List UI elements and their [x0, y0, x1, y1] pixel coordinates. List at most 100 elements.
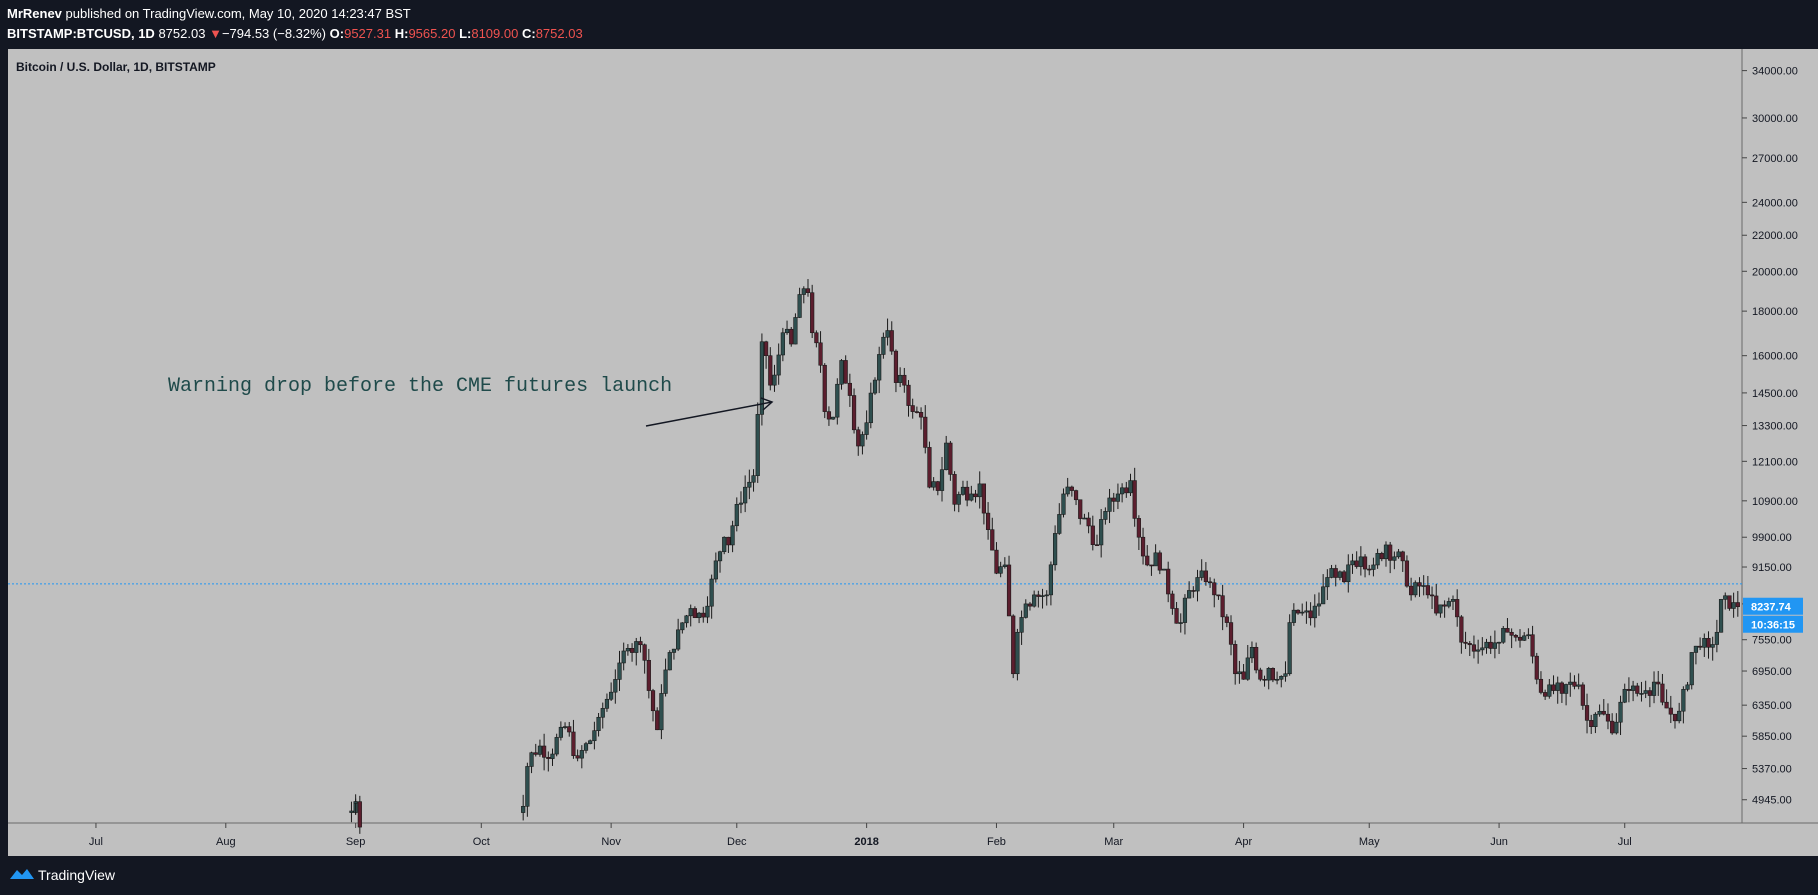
- candle-body[interactable]: [1543, 692, 1548, 697]
- candle-body[interactable]: [1304, 610, 1309, 613]
- candle-body[interactable]: [1622, 688, 1627, 703]
- candle-body[interactable]: [1501, 628, 1506, 643]
- candle-body[interactable]: [839, 360, 844, 385]
- candle-body[interactable]: [1006, 564, 1012, 617]
- candle-body[interactable]: [1312, 605, 1317, 619]
- candle-body[interactable]: [1664, 701, 1669, 709]
- candle-body[interactable]: [1069, 486, 1074, 491]
- candle-body[interactable]: [902, 374, 907, 386]
- candle-body[interactable]: [1463, 641, 1468, 644]
- candle-body[interactable]: [1526, 634, 1531, 637]
- candle-body[interactable]: [1492, 642, 1497, 649]
- candle-body[interactable]: [642, 644, 647, 661]
- candle-body[interactable]: [1086, 517, 1091, 527]
- candle-body[interactable]: [1073, 490, 1079, 501]
- candle-body[interactable]: [797, 294, 802, 318]
- candle-body[interactable]: [1677, 710, 1682, 722]
- candle-body[interactable]: [1702, 638, 1707, 648]
- candle-body[interactable]: [349, 810, 354, 813]
- candle-body[interactable]: [1467, 643, 1472, 646]
- candle-body[interactable]: [571, 731, 576, 756]
- candle-body[interactable]: [747, 481, 752, 488]
- candle-body[interactable]: [1404, 560, 1410, 587]
- candle-body[interactable]: [1681, 689, 1686, 712]
- candle-body[interactable]: [1438, 604, 1443, 614]
- candle-body[interactable]: [780, 332, 785, 356]
- candle-body[interactable]: [923, 416, 928, 448]
- candle-body[interactable]: [726, 536, 731, 546]
- candle-body[interactable]: [1471, 644, 1477, 652]
- candle-body[interactable]: [1509, 631, 1514, 636]
- candle-body[interactable]: [1538, 678, 1544, 693]
- candle-body[interactable]: [1731, 602, 1736, 609]
- candle-body[interactable]: [1488, 641, 1493, 649]
- candle-body[interactable]: [831, 416, 836, 420]
- candle-body[interactable]: [998, 566, 1003, 574]
- candle-body[interactable]: [1450, 599, 1456, 602]
- candle-body[interactable]: [751, 475, 756, 483]
- candle-body[interactable]: [1287, 622, 1292, 675]
- candle-body[interactable]: [1572, 681, 1577, 687]
- candle-body[interactable]: [1388, 544, 1393, 561]
- candle-body[interactable]: [1182, 597, 1188, 623]
- candle-body[interactable]: [688, 608, 693, 617]
- candle-body[interactable]: [1367, 568, 1372, 571]
- candle-body[interactable]: [1023, 603, 1028, 618]
- candle-body[interactable]: [1610, 720, 1615, 734]
- candle-body[interactable]: [1706, 638, 1711, 648]
- candle-body[interactable]: [655, 710, 660, 731]
- candle-body[interactable]: [1400, 551, 1405, 562]
- candle-body[interactable]: [1300, 611, 1305, 614]
- candle-body[interactable]: [1693, 645, 1699, 653]
- candle-body[interactable]: [856, 429, 861, 447]
- candle-body[interactable]: [1249, 646, 1255, 659]
- candle-body[interactable]: [353, 801, 358, 804]
- candle-body[interactable]: [1735, 602, 1740, 608]
- candle-body[interactable]: [1727, 595, 1732, 609]
- candle-body[interactable]: [872, 379, 878, 394]
- candle-body[interactable]: [1316, 603, 1322, 607]
- candle-body[interactable]: [1522, 635, 1527, 641]
- candle-body[interactable]: [676, 629, 681, 650]
- candle-body[interactable]: [692, 608, 697, 619]
- candle-body[interactable]: [1220, 595, 1225, 618]
- candle-body[interactable]: [1534, 655, 1539, 680]
- candle-body[interactable]: [592, 730, 597, 742]
- candle-body[interactable]: [1672, 713, 1678, 722]
- candle-body[interactable]: [1656, 681, 1661, 685]
- candle-body[interactable]: [1065, 486, 1070, 495]
- candle-body[interactable]: [613, 679, 618, 693]
- candle-body[interactable]: [1442, 604, 1447, 607]
- candle-body[interactable]: [985, 512, 991, 530]
- candle-body[interactable]: [918, 411, 924, 418]
- candle-body[interactable]: [973, 493, 978, 498]
- candle-body[interactable]: [1580, 684, 1585, 706]
- candle-body[interactable]: [1429, 594, 1435, 597]
- candle-body[interactable]: [1279, 676, 1284, 680]
- candle-body[interactable]: [810, 292, 815, 334]
- candle-body[interactable]: [1342, 571, 1347, 583]
- candlestick-series[interactable]: [349, 279, 1740, 834]
- candle-body[interactable]: [1053, 533, 1058, 566]
- candle-body[interactable]: [835, 383, 840, 418]
- plot-area[interactable]: [8, 49, 1742, 823]
- candle-body[interactable]: [1346, 564, 1351, 583]
- candle-body[interactable]: [1379, 553, 1384, 560]
- candle-body[interactable]: [814, 332, 819, 344]
- candle-body[interactable]: [960, 486, 966, 495]
- candle-body[interactable]: [1120, 487, 1125, 495]
- candle-body[interactable]: [1241, 671, 1246, 680]
- candle-body[interactable]: [550, 753, 555, 759]
- candle-body[interactable]: [1262, 678, 1267, 681]
- author-name[interactable]: MrRenev: [7, 6, 62, 21]
- candle-body[interactable]: [755, 414, 760, 476]
- candle-body[interactable]: [1078, 499, 1083, 519]
- candle-body[interactable]: [1718, 599, 1724, 633]
- candle-body[interactable]: [1015, 631, 1020, 675]
- candle-body[interactable]: [521, 805, 526, 813]
- candle-body[interactable]: [717, 551, 723, 562]
- candle-body[interactable]: [793, 317, 798, 345]
- candle-body[interactable]: [1128, 480, 1133, 494]
- candle-body[interactable]: [1103, 511, 1108, 520]
- candle-body[interactable]: [789, 328, 794, 345]
